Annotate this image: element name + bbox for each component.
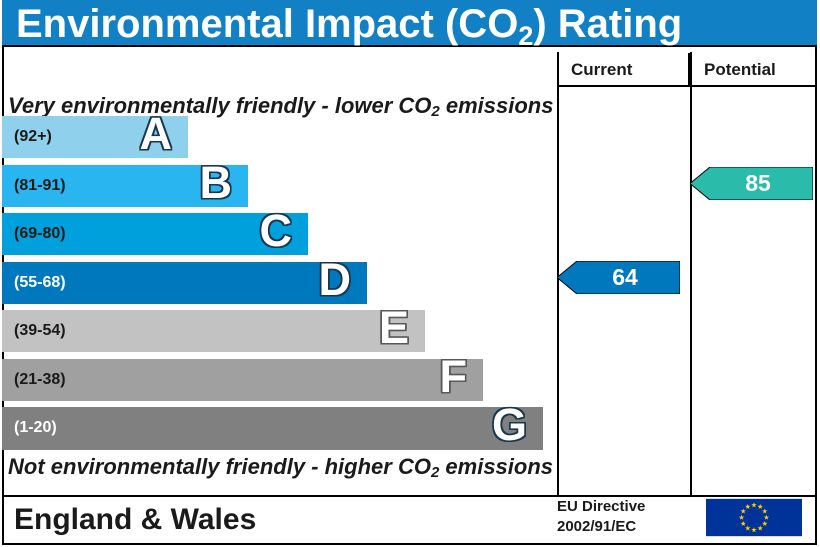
svg-text:85: 85 — [745, 170, 771, 196]
svg-text:64: 64 — [612, 264, 638, 290]
